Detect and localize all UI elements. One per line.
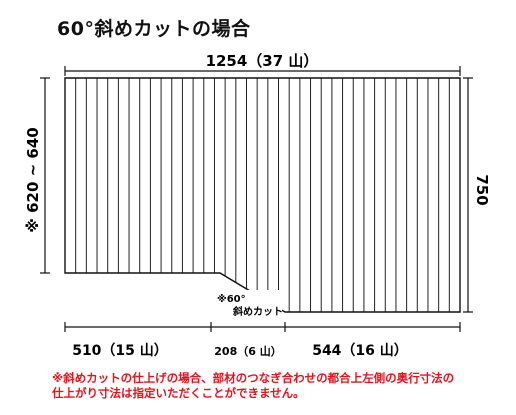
- cut-note-line-2: 仕上がり寸法は指定いただくことができません。: [52, 386, 305, 400]
- panel-ridges: [75, 78, 450, 312]
- bottom-dimension-line: [64, 322, 461, 332]
- bottom-mid-dimension-label: 208（6 山）: [214, 344, 281, 358]
- cut-note-line-1: ※斜めカットの仕上げの場合、部材のつなぎ合わせの都合上左側の奥行寸法の: [52, 371, 455, 385]
- bottom-left-dimension-label: 510（15 山）: [72, 343, 168, 359]
- cut-label-text: 斜めカット: [232, 305, 283, 318]
- top-dimension-label: 1254（37 山）: [206, 52, 319, 70]
- cut-label-background: [216, 290, 282, 320]
- right-dimension-line: [463, 77, 473, 313]
- left-dimension-line: [40, 77, 50, 274]
- cut-note: ※斜めカットの仕上げの場合、部材のつなぎ合わせの都合上左側の奥行寸法の 仕上がり…: [52, 371, 512, 401]
- right-dimension-label: 750: [473, 174, 491, 205]
- diagram-title: 60°斜めカットの場合: [57, 18, 251, 40]
- panel-outline: [64, 77, 461, 313]
- bottom-right-dimension-label: 544（16 山）: [312, 343, 408, 359]
- left-dimension-label: ※ 620 ~ 640: [24, 127, 42, 232]
- top-dimension-line: [64, 66, 461, 76]
- cut-label-angle: ※60°: [217, 293, 246, 305]
